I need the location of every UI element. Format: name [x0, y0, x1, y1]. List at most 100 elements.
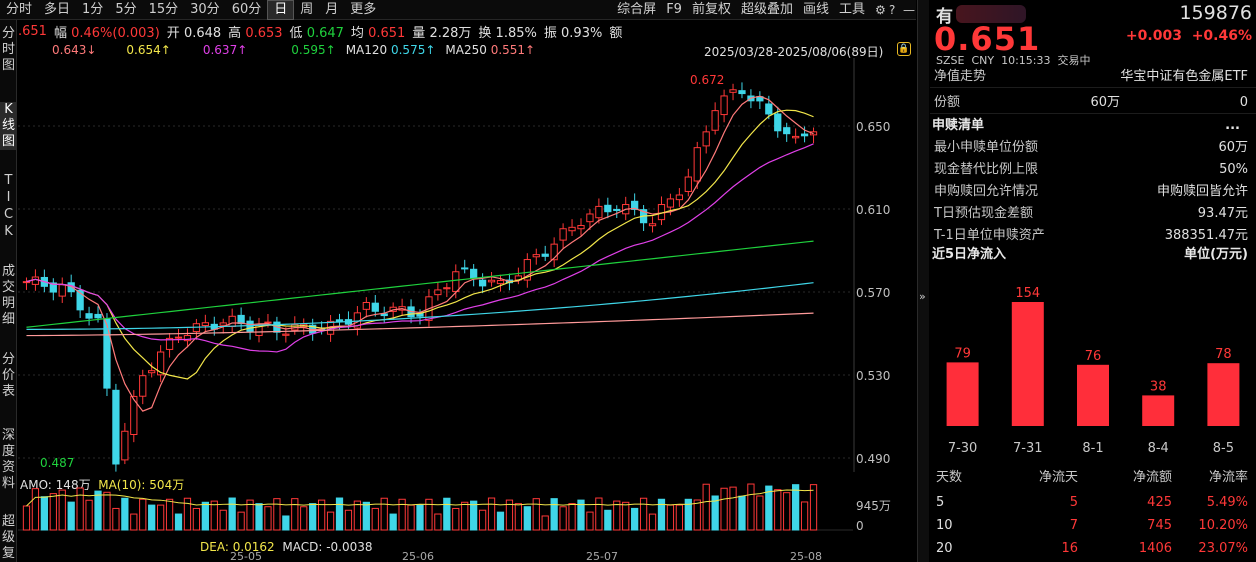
- trade-status: 交易中: [1057, 54, 1091, 67]
- volume-bar: [130, 513, 138, 531]
- toolbar-button[interactable]: 工具: [838, 2, 865, 17]
- candle-body: [156, 351, 165, 376]
- volume-bar: [747, 483, 755, 531]
- volume-bar: [792, 484, 800, 531]
- share-row: 份额 60万 0: [930, 92, 1256, 114]
- candle-body: [461, 267, 469, 270]
- volume-bar: [362, 501, 370, 531]
- ma60-line: [26, 240, 814, 328]
- left-tab[interactable]: 分价表: [1, 352, 15, 399]
- period-tab[interactable]: 15分: [148, 1, 179, 17]
- kline-chart[interactable]: [18, 58, 916, 472]
- left-tab[interactable]: 分时图: [1, 26, 15, 73]
- dea-label: DEA:: [200, 540, 229, 554]
- candle-body: [174, 336, 183, 339]
- candle-body: [800, 133, 809, 137]
- turn-label: 换: [478, 25, 492, 41]
- volume-bar: [210, 500, 218, 531]
- vol-y-tick: 945万: [856, 499, 891, 513]
- toolbar-button[interactable]: 超级叠加: [740, 2, 793, 17]
- flow-bar: [946, 362, 979, 426]
- stock-code: 159876: [1179, 2, 1252, 24]
- flow-cell: 7: [1069, 518, 1078, 533]
- candle-body: [541, 253, 549, 257]
- toolbar-button[interactable]: 综合屏: [617, 2, 657, 17]
- toolbar-button[interactable]: 画线: [802, 2, 829, 17]
- volume-chart[interactable]: [18, 474, 916, 544]
- minimize-icon[interactable]: —: [903, 3, 915, 17]
- toolbar-button[interactable]: F9: [666, 2, 682, 17]
- volume-bar: [809, 484, 818, 531]
- period-tab[interactable]: 60分: [231, 1, 262, 17]
- amount-label: 额: [609, 25, 623, 41]
- dea-value: 0.0162: [232, 540, 275, 554]
- ma120-line: [26, 282, 814, 330]
- period-tab[interactable]: 分时: [6, 1, 33, 17]
- period-tab[interactable]: 5分: [115, 1, 137, 17]
- open-value: 0.648: [183, 25, 222, 41]
- amo-label: AMO:: [20, 478, 52, 492]
- more-button[interactable]: ...: [1225, 118, 1240, 133]
- period-tab[interactable]: 周: [300, 1, 314, 17]
- flow-cell: 10: [936, 518, 953, 533]
- flow-row: 20 16 1406 23.07%: [930, 538, 1256, 560]
- flow-cell: 5: [936, 495, 945, 510]
- volume-bar: [371, 507, 379, 531]
- period-tab[interactable]: 1分: [82, 1, 104, 17]
- swing-label: 振: [543, 25, 557, 41]
- double-chevron-right-icon: »: [919, 290, 926, 303]
- candle-body: [720, 95, 728, 116]
- volume-bar: [165, 498, 174, 531]
- ma20-value: 0.637↑: [202, 43, 248, 57]
- volume-bar: [586, 511, 594, 531]
- left-tab[interactable]: 超级复: [1, 514, 15, 561]
- volume-bar: [702, 483, 710, 531]
- toolbar-button[interactable]: 前复权: [691, 2, 731, 17]
- period-tab[interactable]: 日: [267, 0, 295, 20]
- candle-body: [237, 314, 245, 325]
- candle-body: [94, 313, 102, 319]
- x-axis: 25-05 25-06 25-07 25-08: [18, 550, 916, 562]
- period-tab[interactable]: 更多: [350, 1, 377, 17]
- volume-bar: [156, 504, 165, 531]
- volume-bar: [613, 500, 621, 531]
- high-label: 高: [228, 25, 242, 41]
- creation-title: 申赎清单: [932, 118, 985, 133]
- panel-collapse-button[interactable]: »: [917, 0, 929, 562]
- candle-body: [666, 198, 675, 208]
- y-tick: 0.610: [856, 203, 891, 217]
- period-tab[interactable]: 30分: [190, 1, 220, 17]
- gear-icon[interactable]: ⚙: [875, 3, 886, 17]
- flow-bar: [1077, 364, 1109, 426]
- candle-body: [85, 313, 93, 319]
- period-tab[interactable]: 月: [325, 1, 339, 17]
- exchange: SZSE: [936, 54, 965, 67]
- creation-key: 申购赎回允许情况: [934, 184, 1039, 199]
- y-tick: 0.570: [856, 286, 891, 300]
- amp-label: 幅: [53, 25, 67, 41]
- candle-body: [693, 147, 701, 182]
- creation-value: 93.47元: [1197, 206, 1248, 221]
- flow-value-label: 79: [954, 346, 971, 361]
- flow-cell: 20: [936, 541, 953, 556]
- left-tab[interactable]: 成交明细: [1, 264, 15, 327]
- exchange-info: SZSE CNY 10:15:33 交易中: [936, 52, 1091, 68]
- volume-bar: [577, 499, 585, 531]
- price-change: +0.003 +0.46%: [1126, 28, 1252, 44]
- creation-value: 388351.47元: [1164, 228, 1248, 243]
- nav-trend-row[interactable]: 净值走势 华宝中证有色金属ETF: [930, 66, 1256, 88]
- question-icon[interactable]: ?: [889, 3, 896, 17]
- flow-cell: 5.49%: [1206, 495, 1248, 510]
- date-range[interactable]: 2025/03/28-2025/08/06(89日): [704, 45, 884, 59]
- period-tab[interactable]: 多日: [44, 1, 71, 17]
- volume-bar: [800, 501, 809, 531]
- amp-value: 0.46%(0.003): [71, 25, 160, 41]
- volume-bar: [273, 498, 281, 531]
- left-tab[interactable]: 深度资料: [1, 428, 15, 491]
- volume-bar: [657, 498, 666, 531]
- lock-icon[interactable]: 🔒: [897, 42, 911, 56]
- candle-body: [130, 395, 138, 436]
- avg-value: 0.651: [368, 25, 406, 41]
